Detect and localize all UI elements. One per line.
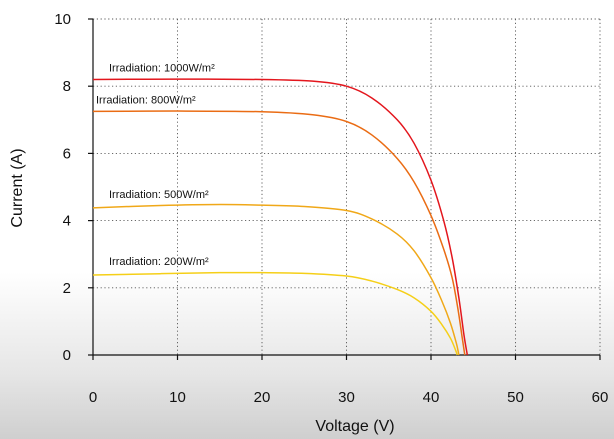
axes xyxy=(88,18,601,360)
series-label-1: Irradiation: 1000W/m² xyxy=(109,62,215,74)
x-tick-label-50: 50 xyxy=(507,389,524,406)
series-label-2: Irradiation: 800W/m² xyxy=(96,94,196,106)
y-tick-label-2: 2 xyxy=(63,280,71,297)
y-tick-label-6: 6 xyxy=(63,145,71,162)
series-label-3: Irradiation: 500W/m² xyxy=(109,189,209,201)
series-line-2 xyxy=(92,110,466,356)
y-tick-label-10: 10 xyxy=(54,11,71,28)
y-tick-label-4: 4 xyxy=(63,213,71,230)
x-tick-label-40: 40 xyxy=(423,389,440,406)
x-tick-label-60: 60 xyxy=(592,389,609,406)
tick-labels: 0 2 4 6 8 10 0 10 20 30 40 50 60 xyxy=(54,11,608,406)
x-tick-label-10: 10 xyxy=(169,389,186,406)
series-labels: Irradiation: 1000W/m² Irradiation: 800W/m… xyxy=(96,62,215,268)
series-line-1 xyxy=(92,78,469,356)
y-tick-label-8: 8 xyxy=(63,78,71,95)
grid xyxy=(93,18,601,355)
x-tick-label-0: 0 xyxy=(89,389,97,406)
series-line-4 xyxy=(92,271,458,356)
x-tick-label-30: 30 xyxy=(338,389,355,406)
x-tick-label-20: 20 xyxy=(254,389,271,406)
series-group xyxy=(92,78,469,356)
series-line-3 xyxy=(92,203,460,356)
x-axis-label: Voltage (V) xyxy=(315,418,394,435)
y-tick-label-0: 0 xyxy=(63,347,71,364)
series-label-4: Irradiation: 200W/m² xyxy=(109,256,209,268)
y-axis-label: Current (A) xyxy=(9,148,26,227)
